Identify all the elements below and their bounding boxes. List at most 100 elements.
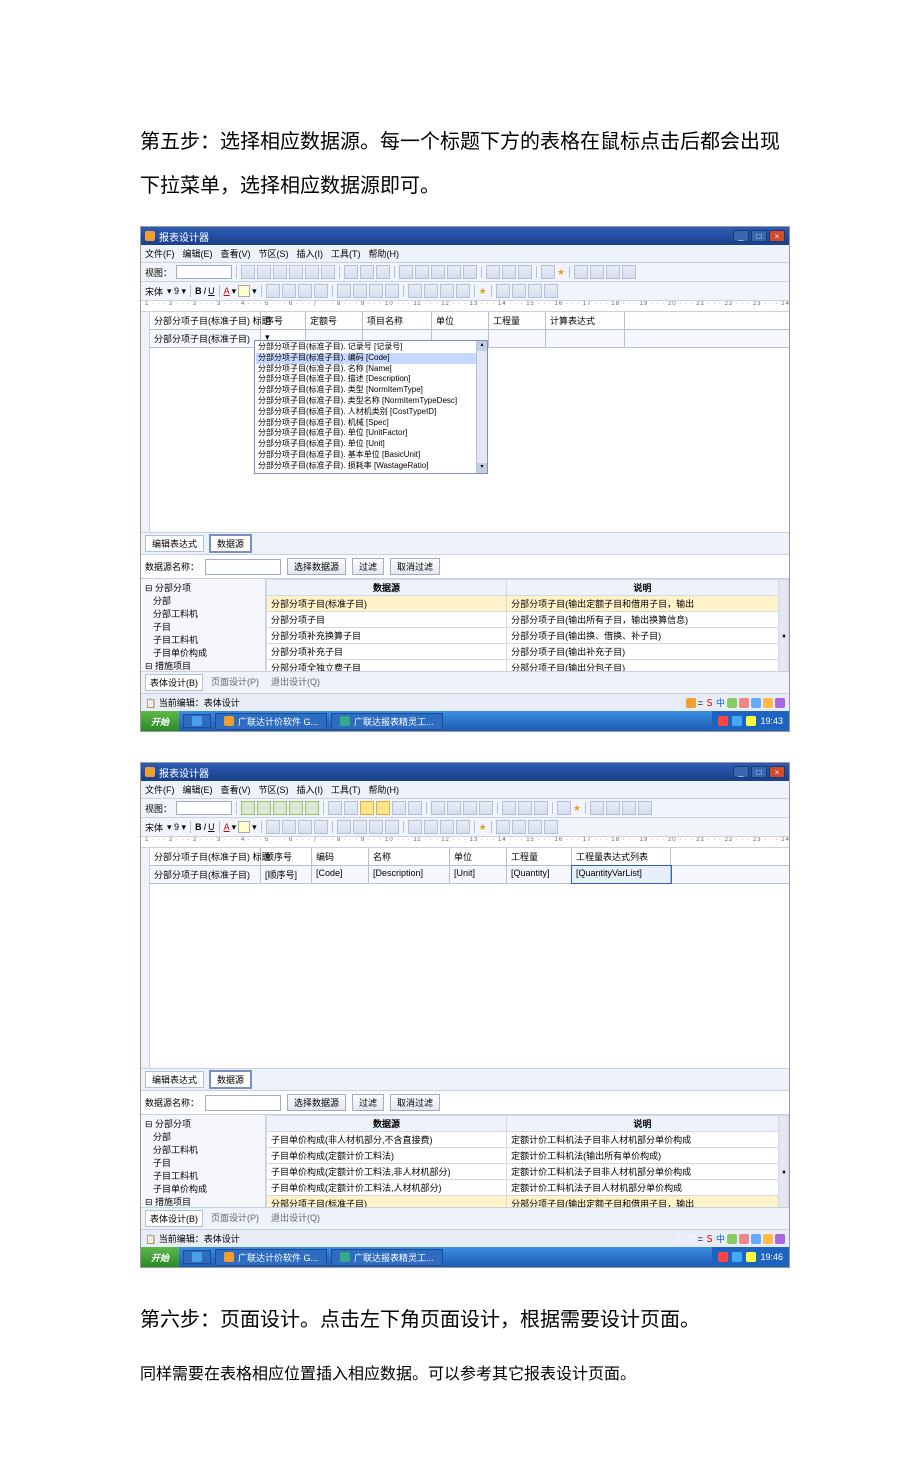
menu-edit[interactable]: 编辑(E)	[183, 247, 213, 260]
td[interactable]: 分部分项补充子目	[267, 644, 507, 660]
tab-datasource[interactable]: 数据源	[210, 1071, 251, 1088]
tb-icon[interactable]	[353, 820, 367, 834]
start-button[interactable]: 开始	[141, 711, 179, 731]
menu-edit[interactable]: 编辑(E)	[183, 783, 213, 796]
tree-node[interactable]: 子目工料机	[143, 633, 263, 646]
tb-icon[interactable]	[534, 801, 548, 815]
tb-icon[interactable]	[298, 820, 312, 834]
dropdown-item[interactable]: 分部分项子目(标准子目). 名称 [Name]	[256, 364, 486, 375]
task-app1[interactable]: 广联达计价软件 G...	[215, 1249, 327, 1266]
td[interactable]: 分部分项补充换算子目	[267, 628, 507, 644]
filter-button[interactable]: 过滤	[352, 1094, 384, 1111]
tb-icon[interactable]	[385, 284, 399, 298]
tb-icon[interactable]	[241, 801, 255, 815]
tb-icon[interactable]	[496, 820, 510, 834]
task-app2[interactable]: 广联达报表精灵工...	[331, 1249, 443, 1266]
tb-icon[interactable]	[638, 801, 652, 815]
dropdown-scrollbar[interactable]: ▴▾	[476, 341, 487, 473]
active-cell[interactable]: [QuantityVarList]	[572, 866, 671, 883]
tb-icon[interactable]	[440, 820, 454, 834]
tb-icon[interactable]	[606, 265, 620, 279]
tb-icon[interactable]	[408, 820, 422, 834]
tab-expression[interactable]: 编辑表达式	[145, 535, 204, 552]
tb-icon[interactable]	[541, 265, 555, 279]
tb-icon[interactable]	[479, 801, 493, 815]
task-ie-icon[interactable]	[183, 714, 211, 728]
td[interactable]: 子目单价构成(定额计价工料法,人材机部分)	[267, 1180, 507, 1196]
td[interactable]: 分部分项子目(标准子目)	[267, 1196, 507, 1208]
tb-icon[interactable]	[528, 820, 542, 834]
tb-icon[interactable]	[385, 820, 399, 834]
start-button[interactable]: 开始	[141, 1247, 179, 1267]
bottom-tab-page[interactable]: 页面设计(P)	[207, 1210, 263, 1227]
bottom-tab-page[interactable]: 页面设计(P)	[207, 674, 263, 691]
tb-icon[interactable]	[321, 265, 335, 279]
bottom-tab-exit[interactable]: 退出设计(Q)	[267, 674, 324, 691]
minimize-button[interactable]: _	[733, 766, 749, 778]
td[interactable]: 分部分项全独立费子目	[267, 660, 507, 672]
tb-icon[interactable]	[337, 820, 351, 834]
td[interactable]: 分部分项子目	[267, 612, 507, 628]
tb-icon[interactable]	[440, 284, 454, 298]
tb-icon[interactable]	[486, 265, 500, 279]
view-input[interactable]	[176, 801, 232, 815]
tb-icon[interactable]	[544, 284, 558, 298]
dropdown-item[interactable]: 分部分项子目(标准子目). 类型 [NormItemType]	[256, 385, 486, 396]
tb-icon[interactable]	[622, 801, 636, 815]
tb-icon[interactable]	[289, 265, 303, 279]
tb-icon[interactable]	[408, 801, 422, 815]
clear-filter-button[interactable]: 取消过滤	[390, 558, 440, 575]
tb-icon[interactable]	[305, 801, 319, 815]
minimize-button[interactable]: _	[733, 230, 749, 242]
tb-icon[interactable]	[447, 801, 461, 815]
menu-file[interactable]: 文件(F)	[145, 247, 175, 260]
menu-tools[interactable]: 工具(T)	[331, 783, 361, 796]
tb-icon[interactable]	[431, 265, 445, 279]
dropdown-item[interactable]: 分部分项子目(标准子目). 记录号 [记录号]	[256, 342, 486, 353]
tb-icon[interactable]	[289, 801, 303, 815]
menu-insert[interactable]: 插入(I)	[297, 783, 324, 796]
tb-icon[interactable]	[512, 284, 526, 298]
tb-icon[interactable]	[360, 265, 374, 279]
tb-icon[interactable]	[408, 284, 422, 298]
field-dropdown[interactable]: 分部分项子目(标准子目). 记录号 [记录号] 分部分项子目(标准子目). 编码…	[254, 340, 488, 474]
dropdown-item[interactable]: 分部分项子目(标准子目). 单位 [Unit]	[256, 439, 486, 450]
menu-tools[interactable]: 工具(T)	[331, 247, 361, 260]
tb-icon[interactable]	[622, 265, 636, 279]
tb-icon[interactable]	[415, 265, 429, 279]
tree-node[interactable]: ⊟ 分部分项	[143, 581, 263, 594]
tb-icon[interactable]	[241, 265, 255, 279]
tb-icon[interactable]	[273, 265, 287, 279]
tree-node[interactable]: 分部	[143, 1130, 263, 1143]
tb-icon[interactable]	[392, 801, 406, 815]
filter-button[interactable]: 过滤	[352, 558, 384, 575]
tree-node[interactable]: 分部工料机	[143, 1143, 263, 1156]
menu-view[interactable]: 查看(V)	[221, 783, 251, 796]
tb-icon[interactable]	[369, 820, 383, 834]
select-ds-button[interactable]: 选择数据源	[287, 1094, 346, 1111]
tb-icon[interactable]	[463, 801, 477, 815]
tb-icon[interactable]	[353, 284, 367, 298]
tb-icon[interactable]	[447, 265, 461, 279]
dropdown-item[interactable]: 分部分项子目(标准子目). 基本单位 [BasicUnit]	[256, 450, 486, 461]
dropdown-item[interactable]: 分部分项子目(标准子目). 损耗率 [WastageRatio]	[256, 461, 486, 472]
dropdown-item[interactable]: 分部分项子目(标准子目). 单位 [UnitFactor]	[256, 428, 486, 439]
menu-help[interactable]: 帮助(H)	[369, 247, 400, 260]
task-app2[interactable]: 广联达报表精灵工...	[331, 713, 443, 730]
tb-icon[interactable]	[502, 801, 516, 815]
tb-icon[interactable]	[305, 265, 319, 279]
tb-icon[interactable]	[376, 265, 390, 279]
tb-icon[interactable]	[424, 284, 438, 298]
menu-section[interactable]: 节区(S)	[259, 247, 289, 260]
tb-icon[interactable]	[456, 820, 470, 834]
tree-node[interactable]: 子目工料机	[143, 1169, 263, 1182]
tb-icon[interactable]	[282, 820, 296, 834]
bottom-tab-body[interactable]: 表体设计(B)	[145, 1210, 203, 1227]
tb-icon[interactable]	[590, 265, 604, 279]
tb-icon[interactable]	[314, 284, 328, 298]
tb-icon[interactable]	[376, 801, 390, 815]
tree-node[interactable]: 子目	[143, 620, 263, 633]
tb-icon[interactable]	[606, 801, 620, 815]
tree-node[interactable]: 子目单价构成	[143, 1182, 263, 1195]
tb-icon[interactable]	[557, 801, 571, 815]
